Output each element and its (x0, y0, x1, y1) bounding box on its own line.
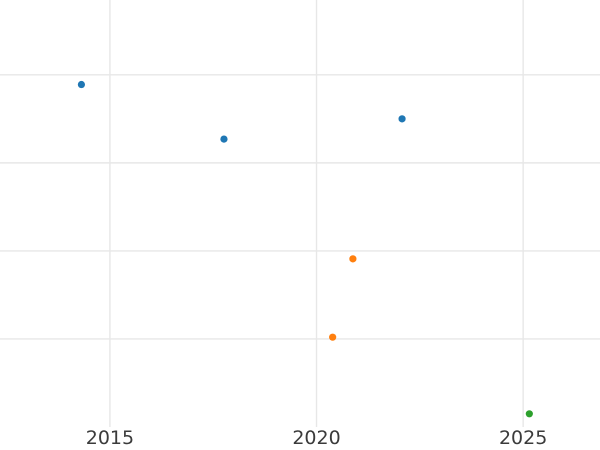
data-point-blue-series (220, 135, 228, 143)
x-tick-label: 2020 (292, 427, 341, 449)
gridlines (0, 0, 600, 427)
data-point-blue-series (398, 115, 406, 123)
data-point-orange-series (349, 255, 357, 263)
data-point-blue-series (77, 80, 86, 89)
x-tick-label: 2015 (85, 427, 135, 449)
data-point-green-series (525, 410, 533, 418)
x-tick-label: 2025 (498, 427, 548, 449)
data-points (77, 80, 533, 418)
data-point-orange-series (329, 333, 337, 341)
